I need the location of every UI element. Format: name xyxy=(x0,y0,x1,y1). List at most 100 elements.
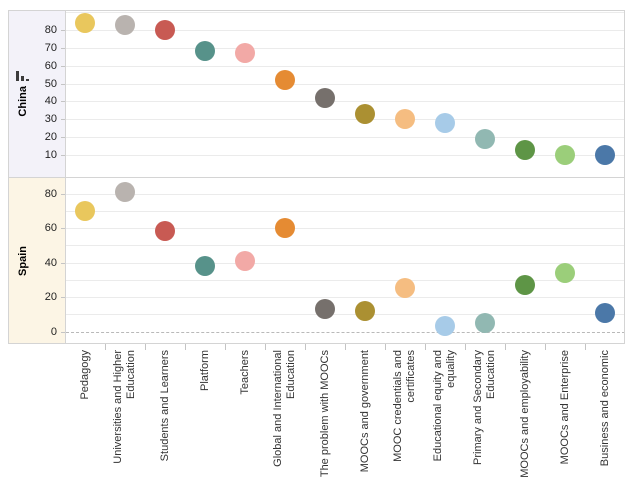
y-tick-label: 40 xyxy=(44,256,57,269)
row-label-spain[interactable]: Spain xyxy=(17,245,29,276)
category-label-text[interactable]: The problem with MOOCs xyxy=(318,350,331,478)
y-tick-label: 40 xyxy=(44,95,57,108)
data-point-china-1[interactable] xyxy=(115,14,135,35)
data-point-spain-2[interactable] xyxy=(155,221,175,242)
gridline xyxy=(66,101,625,103)
data-point-china-6[interactable] xyxy=(315,87,335,108)
data-point-china-13[interactable] xyxy=(595,145,615,165)
gridline xyxy=(66,137,625,139)
y-tick-mark xyxy=(61,65,65,67)
gridline xyxy=(66,210,625,212)
y-tick-mark xyxy=(61,47,65,49)
data-point-spain-12[interactable] xyxy=(555,262,575,283)
data-point-china-0[interactable] xyxy=(75,12,95,33)
data-point-spain-6[interactable] xyxy=(315,299,335,320)
gridline xyxy=(66,245,625,247)
category-label[interactable]: MOOCs and Enterprise xyxy=(545,350,585,500)
data-point-china-2[interactable] xyxy=(155,20,175,40)
x-tick-mark xyxy=(345,344,346,350)
category-label-text[interactable]: Primary and Secondary Education xyxy=(472,350,497,465)
data-point-china-8[interactable] xyxy=(395,109,415,130)
x-tick-mark xyxy=(585,344,586,350)
category-label-text[interactable]: Pedagogy xyxy=(78,350,91,400)
zero-baseline xyxy=(66,331,625,333)
category-label[interactable]: The problem with MOOCs xyxy=(305,350,345,500)
category-label-text[interactable]: Educational equity and equality xyxy=(432,350,457,462)
data-point-spain-3[interactable] xyxy=(195,255,215,276)
data-point-china-11[interactable] xyxy=(515,139,535,160)
y-tick-label: 60 xyxy=(44,222,57,234)
x-tick-mark xyxy=(465,344,466,350)
gridline xyxy=(66,155,625,156)
category-label[interactable]: Universities and Higher Education xyxy=(105,350,145,500)
data-point-china-9[interactable] xyxy=(435,112,455,133)
category-label[interactable]: Teachers xyxy=(225,350,265,500)
category-label-text[interactable]: Universities and Higher Education xyxy=(112,350,137,464)
category-label-text[interactable]: Business and economic xyxy=(598,350,611,467)
data-point-china-7[interactable] xyxy=(355,103,375,124)
y-tick-mark xyxy=(61,331,65,333)
data-point-spain-4[interactable] xyxy=(235,250,255,271)
data-point-spain-10[interactable] xyxy=(475,312,495,333)
data-point-spain-0[interactable] xyxy=(75,200,95,221)
data-point-spain-8[interactable] xyxy=(395,278,415,299)
y-tick-mark xyxy=(61,262,65,264)
data-point-china-12[interactable] xyxy=(555,145,575,165)
gridline xyxy=(66,30,625,31)
row-header-spain[interactable]: Spain xyxy=(8,177,38,344)
category-label-text[interactable]: MOOC credentials and certificates xyxy=(392,350,417,462)
gridline xyxy=(66,12,625,14)
y-tick-mark xyxy=(61,228,65,229)
x-tick-mark xyxy=(225,344,226,350)
category-label-text[interactable]: Students and Learners xyxy=(158,350,171,462)
data-point-china-4[interactable] xyxy=(235,43,255,64)
data-point-china-5[interactable] xyxy=(275,70,295,90)
data-point-china-10[interactable] xyxy=(475,128,495,149)
y-tick-mark xyxy=(61,193,65,195)
category-label[interactable]: Primary and Secondary Education xyxy=(465,350,505,500)
category-label[interactable]: Business and economic xyxy=(585,350,625,500)
category-label-text[interactable]: Global and International Education xyxy=(272,350,297,467)
category-label[interactable]: MOOCs and government xyxy=(345,350,385,500)
x-tick-mark xyxy=(425,344,426,350)
data-point-spain-11[interactable] xyxy=(515,274,535,295)
x-tick-mark xyxy=(545,344,546,350)
row-band-spain xyxy=(8,177,65,344)
category-label-text[interactable]: MOOCs and Enterprise xyxy=(558,350,571,465)
gridline xyxy=(66,262,625,264)
gridline xyxy=(66,83,625,85)
y-tick-mark xyxy=(61,30,65,31)
data-point-spain-5[interactable] xyxy=(275,218,295,238)
gridline xyxy=(66,279,625,281)
data-point-spain-13[interactable] xyxy=(595,302,615,323)
data-point-china-3[interactable] xyxy=(195,41,215,62)
y-tick-label: 70 xyxy=(44,41,57,54)
row-label-china[interactable]: China xyxy=(17,85,29,117)
panel-separator xyxy=(8,177,625,178)
data-point-spain-1[interactable] xyxy=(115,181,135,202)
category-label[interactable]: Platform xyxy=(185,350,225,500)
category-label[interactable]: Educational equity and equality xyxy=(425,350,465,500)
data-point-spain-9[interactable] xyxy=(435,316,455,337)
y-tick-label: 20 xyxy=(44,131,57,144)
category-label-text[interactable]: MOOCs and government xyxy=(358,350,371,473)
category-label[interactable]: Students and Learners xyxy=(145,350,185,500)
x-tick-mark xyxy=(505,344,506,350)
category-label[interactable]: Global and International Education xyxy=(265,350,305,500)
x-tick-mark xyxy=(145,344,146,350)
category-label[interactable]: MOOC credentials and certificates xyxy=(385,350,425,500)
y-tick-label: 80 xyxy=(44,24,57,36)
y-tick-label: 20 xyxy=(44,291,57,303)
category-label-text[interactable]: MOOCs and employability xyxy=(518,350,531,478)
y-tick-label: 80 xyxy=(44,187,57,200)
sort-descending-icon[interactable] xyxy=(16,70,30,81)
row-header-china[interactable]: China xyxy=(8,10,38,177)
category-label-text[interactable]: Platform xyxy=(198,350,211,391)
x-tick-mark xyxy=(105,344,106,350)
gridline xyxy=(66,47,625,49)
category-label-text[interactable]: Teachers xyxy=(238,350,251,395)
category-label[interactable]: MOOCs and employability xyxy=(505,350,545,500)
category-label[interactable]: Pedagogy xyxy=(65,350,105,500)
data-point-spain-7[interactable] xyxy=(355,300,375,321)
